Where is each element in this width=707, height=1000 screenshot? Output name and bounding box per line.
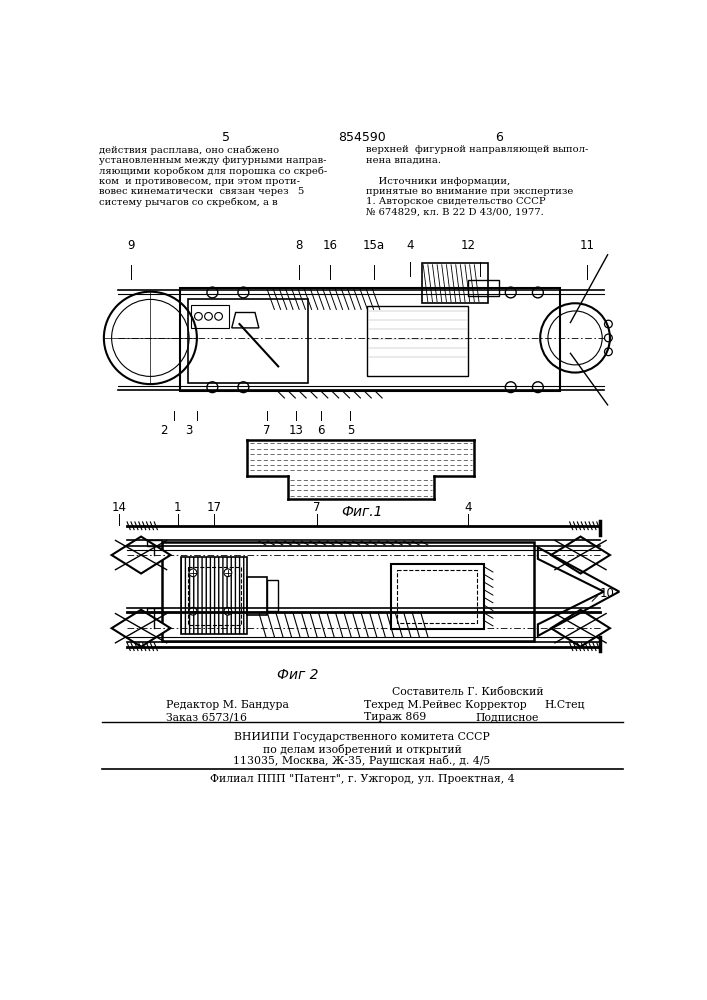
Text: 4: 4 — [464, 501, 472, 514]
Text: 5: 5 — [346, 424, 354, 437]
Bar — [468, 280, 499, 296]
Text: 13: 13 — [288, 424, 303, 437]
Text: 6: 6 — [495, 131, 503, 144]
Text: Техред М.Рейвес Корректор: Техред М.Рейвес Корректор — [363, 700, 526, 710]
Text: 113035, Москва, Ж-35, Раушская наб., д. 4/5: 113035, Москва, Ж-35, Раушская наб., д. … — [233, 755, 491, 766]
Text: по делам изобретений и открытий: по делам изобретений и открытий — [262, 744, 462, 755]
Bar — [162, 542, 534, 641]
Text: 6: 6 — [317, 424, 325, 437]
Bar — [191, 305, 230, 328]
Bar — [421, 263, 488, 303]
Text: систему рычагов со скребком, а в: систему рычагов со скребком, а в — [99, 197, 278, 207]
Bar — [267, 580, 279, 611]
Text: действия расплава, оно снабжено: действия расплава, оно снабжено — [99, 145, 279, 155]
Text: 7: 7 — [313, 501, 321, 514]
Bar — [397, 570, 477, 623]
Bar — [187, 567, 241, 625]
Text: 10: 10 — [600, 587, 615, 600]
Text: ком  и противовесом, при этом проти-: ком и противовесом, при этом проти- — [99, 177, 300, 186]
Circle shape — [224, 607, 232, 615]
Text: Источники информации,: Источники информации, — [366, 177, 510, 186]
Bar — [391, 564, 484, 629]
Polygon shape — [551, 537, 610, 574]
Text: ляющими коробком для порошка со скреб-: ляющими коробком для порошка со скреб- — [99, 166, 327, 176]
Text: вовес кинематически  связан через   5: вовес кинематически связан через 5 — [99, 187, 305, 196]
Circle shape — [189, 607, 197, 615]
Text: Редактор М. Бандура: Редактор М. Бандура — [166, 700, 288, 710]
Text: 2: 2 — [160, 424, 168, 437]
Bar — [247, 577, 267, 615]
Bar — [368, 306, 468, 376]
Bar — [180, 288, 559, 391]
Text: Н.Стец: Н.Стец — [544, 700, 585, 710]
Bar — [146, 608, 162, 612]
Text: Тираж 869: Тираж 869 — [363, 712, 426, 722]
Text: 12: 12 — [461, 239, 476, 252]
Text: нена впадина.: нена впадина. — [366, 156, 441, 165]
Text: 15а: 15а — [363, 239, 385, 252]
Text: 17: 17 — [206, 501, 221, 514]
Text: 8: 8 — [296, 239, 303, 252]
Text: 854590: 854590 — [338, 131, 386, 144]
Text: Подписное: Подписное — [476, 712, 539, 722]
Bar — [187, 299, 308, 383]
Polygon shape — [551, 610, 610, 647]
Text: Заказ 6573/16: Заказ 6573/16 — [166, 712, 247, 722]
Text: Составитель Г. Кибовский: Составитель Г. Кибовский — [392, 687, 544, 697]
Bar — [146, 540, 162, 546]
Circle shape — [224, 569, 232, 577]
Polygon shape — [112, 537, 170, 574]
Text: Филиал ППП "Патент", г. Ужгород, ул. Проектная, 4: Филиал ППП "Патент", г. Ужгород, ул. Про… — [210, 774, 514, 784]
Text: 1. Авторское свидетельство СССР: 1. Авторское свидетельство СССР — [366, 197, 545, 206]
Text: 3: 3 — [185, 424, 193, 437]
Text: верхней  фигурной направляющей выпол-: верхней фигурной направляющей выпол- — [366, 145, 588, 154]
Text: 5: 5 — [221, 131, 230, 144]
Text: принятые во внимание при экспертизе: принятые во внимание при экспертизе — [366, 187, 573, 196]
Text: 1: 1 — [174, 501, 181, 514]
Circle shape — [189, 569, 197, 577]
Text: 14: 14 — [112, 501, 127, 514]
Text: Фиг 2: Фиг 2 — [277, 668, 318, 682]
Text: ВНИИПИ Государственного комитета СССР: ВНИИПИ Государственного комитета СССР — [234, 732, 490, 742]
Text: 9: 9 — [127, 239, 135, 252]
Text: установленным между фигурными направ-: установленным между фигурными направ- — [99, 156, 327, 165]
Text: 4: 4 — [407, 239, 414, 252]
Text: 7: 7 — [263, 424, 270, 437]
Polygon shape — [112, 610, 170, 647]
Text: № 674829, кл. В 22 D 43/00, 1977.: № 674829, кл. В 22 D 43/00, 1977. — [366, 208, 544, 217]
Text: Фиг.1: Фиг.1 — [341, 505, 382, 519]
Bar — [182, 557, 247, 634]
Text: 16: 16 — [322, 239, 338, 252]
Text: 11: 11 — [579, 239, 594, 252]
